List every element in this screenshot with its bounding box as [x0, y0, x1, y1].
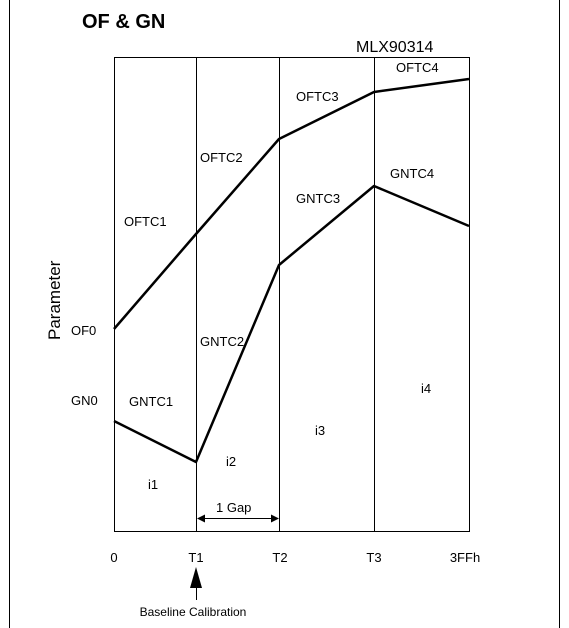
- baseline-label: Baseline Calibration: [140, 605, 247, 619]
- baseline-arrow-head: [190, 567, 202, 588]
- label-gntc4: GNTC4: [390, 166, 434, 181]
- interval-i2: i2: [226, 454, 236, 469]
- gn-curve: [113, 184, 470, 464]
- label-oftc2: OFTC2: [200, 150, 243, 165]
- gap-arrow-left-head: [197, 514, 205, 523]
- x-tick-3ffh: 3FFh: [450, 550, 480, 565]
- y-axis-label: Parameter: [45, 260, 64, 340]
- label-oftc1: OFTC1: [124, 214, 167, 229]
- plot-area: [114, 57, 470, 532]
- interval-i4: i4: [421, 381, 431, 396]
- x-tick-t2: T2: [272, 550, 287, 565]
- gap-label: 1 Gap: [216, 500, 251, 515]
- label-oftc3: OFTC3: [296, 89, 339, 104]
- label-oftc4: OFTC4: [396, 60, 439, 75]
- x-tick-t3: T3: [366, 550, 381, 565]
- label-gn0: GN0: [71, 393, 98, 408]
- x-tick-0: 0: [110, 550, 117, 565]
- interval-i1: i1: [148, 477, 158, 492]
- label-gntc1: GNTC1: [129, 394, 173, 409]
- label-of0: OF0: [71, 323, 96, 338]
- label-gntc3: GNTC3: [296, 191, 340, 206]
- gap-arrow-right-head: [271, 514, 279, 523]
- diagram-title: OF & GN: [82, 11, 165, 33]
- interval-i3: i3: [315, 423, 325, 438]
- label-gntc2: GNTC2: [200, 334, 244, 349]
- x-tick-t1: T1: [188, 550, 203, 565]
- of-curve: [113, 77, 470, 330]
- chip-label: MLX90314: [356, 39, 433, 56]
